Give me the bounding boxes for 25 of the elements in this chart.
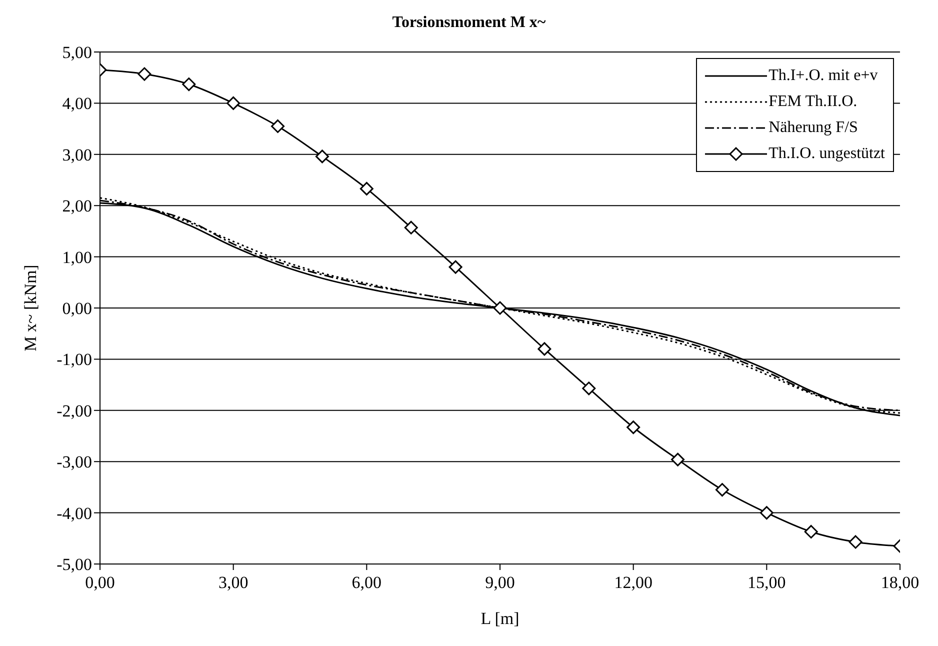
x-tick-label: 9,00 (485, 573, 515, 592)
x-tick-label: 18,00 (880, 573, 920, 592)
x-tick-label: 15,00 (748, 573, 786, 592)
x-axis-title: L [m] (480, 609, 520, 628)
y-tick-label: 1,00 (62, 248, 92, 267)
legend-label: Th.I.O. ungestützt (768, 145, 885, 163)
y-tick-label: -4,00 (56, 504, 92, 523)
y-tick-label: 5,00 (62, 43, 92, 62)
x-tick-label: 6,00 (352, 573, 382, 592)
y-tick-label: 2,00 (62, 196, 92, 216)
legend-label: Th.I+.O. mit e+v (768, 67, 878, 85)
y-tick-label: -5,00 (56, 555, 92, 574)
y-tick-label: 4,00 (62, 94, 92, 114)
chart-title: Torsionsmoment M x~ (391, 14, 547, 32)
y-tick-label: 3,00 (62, 145, 92, 164)
y-tick-label: 0,00 (62, 299, 92, 318)
y-tick-label: -2,00 (56, 401, 92, 420)
legend-label: Näherung F/S (768, 119, 858, 137)
y-axis-title: M x~ [kNm] (21, 264, 40, 352)
x-tick-label: 12,00 (614, 573, 652, 592)
y-tick-label: -3,00 (56, 452, 92, 472)
legend-label: FEM Th.II.O. (768, 93, 858, 111)
y-tick-label: -1,00 (56, 350, 92, 370)
x-tick-label: 3,00 (218, 573, 248, 592)
x-tick-label: 0,00 (85, 573, 115, 592)
